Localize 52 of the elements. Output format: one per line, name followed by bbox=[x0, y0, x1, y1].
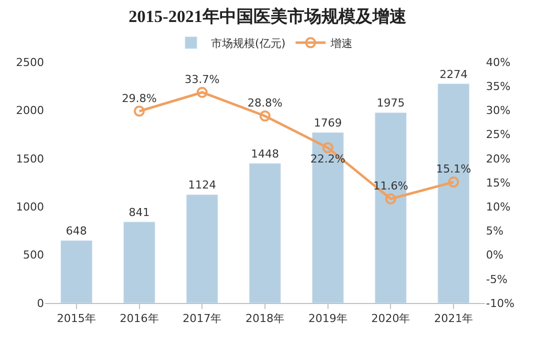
y2-tick-label: 15% bbox=[486, 176, 510, 190]
bar bbox=[249, 163, 281, 303]
x-tick-label: 2021年 bbox=[434, 312, 474, 326]
data-label: 15.1% bbox=[436, 162, 472, 176]
bar bbox=[312, 132, 344, 303]
bar bbox=[186, 194, 218, 303]
y2-tick-label: 10% bbox=[486, 200, 510, 214]
y2-tick-label: 25% bbox=[486, 128, 510, 142]
bar bbox=[123, 222, 156, 303]
y2-tick-label: -5% bbox=[486, 272, 508, 286]
y-tick-label: 2000 bbox=[16, 104, 44, 118]
y2-tick-label: 5% bbox=[486, 224, 504, 238]
x-tick-label: 2017年 bbox=[182, 312, 222, 326]
y-tick-label: 0 bbox=[37, 296, 44, 310]
x-tick-label: 2018年 bbox=[246, 312, 284, 326]
data-label: 1769 bbox=[314, 116, 342, 130]
y2-tick-label: 30% bbox=[486, 104, 510, 118]
y-tick-label: 1000 bbox=[16, 200, 44, 214]
y2-tick-label: 0% bbox=[486, 248, 504, 262]
bar bbox=[374, 112, 407, 303]
legend-label: 市场规模(亿元) bbox=[211, 36, 286, 50]
data-label: 1124 bbox=[188, 178, 216, 192]
legend-label: 增速 bbox=[330, 36, 353, 50]
point bbox=[322, 142, 334, 154]
data-label: 648 bbox=[66, 224, 87, 238]
y2-tick-label: 40% bbox=[486, 56, 510, 69]
x-tick-label: 2015年 bbox=[56, 312, 96, 326]
y2-tick-label: 35% bbox=[486, 80, 510, 93]
x-tick-label: 2016年 bbox=[120, 312, 159, 326]
y2-tick-label: -10% bbox=[486, 296, 514, 310]
data-label: 1448 bbox=[251, 147, 279, 160]
y2-tick-label: 20% bbox=[486, 152, 510, 166]
point bbox=[260, 110, 270, 122]
y-tick-label: 2500 bbox=[16, 56, 44, 69]
data-label: 841 bbox=[128, 206, 150, 219]
point bbox=[448, 176, 460, 188]
y-tick-label: 1500 bbox=[16, 152, 44, 166]
bar bbox=[438, 84, 470, 303]
data-label: 33.7% bbox=[184, 72, 220, 86]
y-tick-label: 500 bbox=[23, 248, 44, 262]
data-label: 2274 bbox=[440, 68, 468, 81]
point bbox=[385, 193, 396, 204]
point bbox=[196, 86, 208, 98]
data-label: 1975 bbox=[376, 96, 405, 110]
data-label: 29.8% bbox=[122, 92, 157, 105]
bar bbox=[60, 240, 92, 303]
chart-title: 2015-2021年中国医美市场规模及增速 bbox=[128, 7, 406, 26]
data-label: 11.6% bbox=[373, 180, 408, 193]
data-label: 28.8% bbox=[248, 96, 282, 110]
point bbox=[134, 106, 145, 117]
x-tick-label: 2019年 bbox=[308, 312, 348, 326]
x-tick-label: 2020年 bbox=[371, 312, 410, 326]
